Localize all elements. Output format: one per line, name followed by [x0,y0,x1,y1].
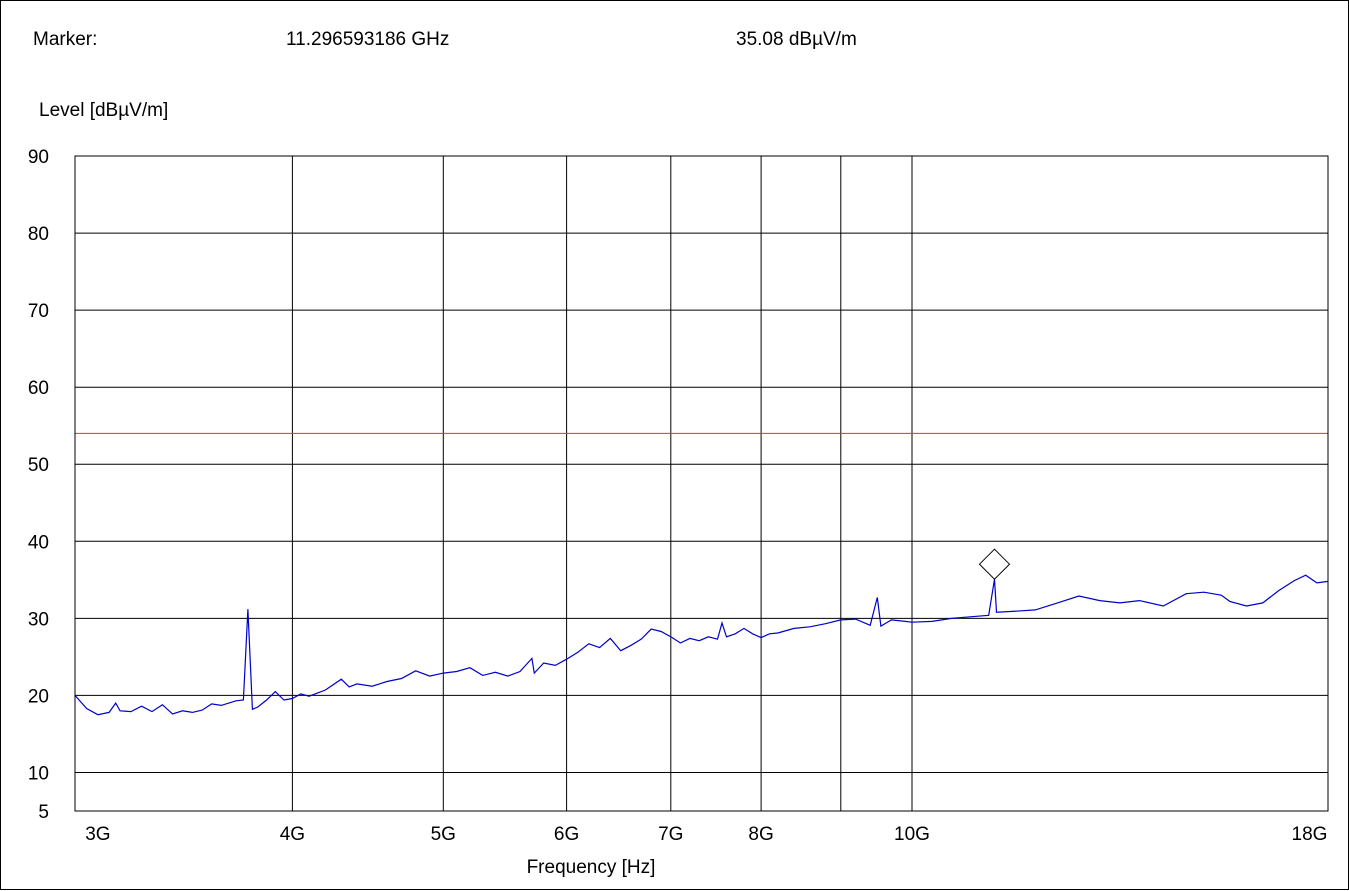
plot-area [74,155,1329,812]
y-tick-label: 60 [28,378,49,399]
x-axis-label: Frequency [Hz] [527,857,656,878]
marker-label: Marker: [33,29,97,50]
y-tick-label: 40 [28,532,49,553]
marker-layer [978,548,1011,580]
y-tick-label: 30 [28,609,49,630]
x-tick-label: 5G [431,824,456,845]
y-tick-label: 90 [28,147,49,168]
x-tick-label: 10G [894,824,930,845]
x-tick-label: 6G [554,824,579,845]
x-tick-label: 8G [748,824,773,845]
y-tick-label: 50 [28,455,49,476]
x-tick-label: 4G [280,824,305,845]
marker-frequency: 11.296593186 GHz [286,29,449,50]
y-tick-label: 5 [38,802,49,823]
marker-diamond-icon [978,548,1011,580]
series-line [74,574,1329,716]
y-tick-label: 80 [28,224,49,245]
grid-layer [75,156,1328,811]
marker-level: 35.08 dBµV/m [736,29,857,50]
y-tick-label: 70 [28,301,49,322]
x-tick-label: 18G [1292,824,1328,845]
x-tick-label: 7G [658,824,683,845]
tick-layer: 5 10 20 30 40 50 60 70 80 90 3G 4G 5G 6G 7G 8G 10G 18G [28,147,1328,845]
y-tick-label: 20 [28,686,49,707]
y-axis-label: Level [dBµV/m] [39,100,168,121]
y-tick-label: 10 [28,764,49,785]
x-tick-label: 3G [85,824,110,845]
trace-layer [74,574,1329,716]
